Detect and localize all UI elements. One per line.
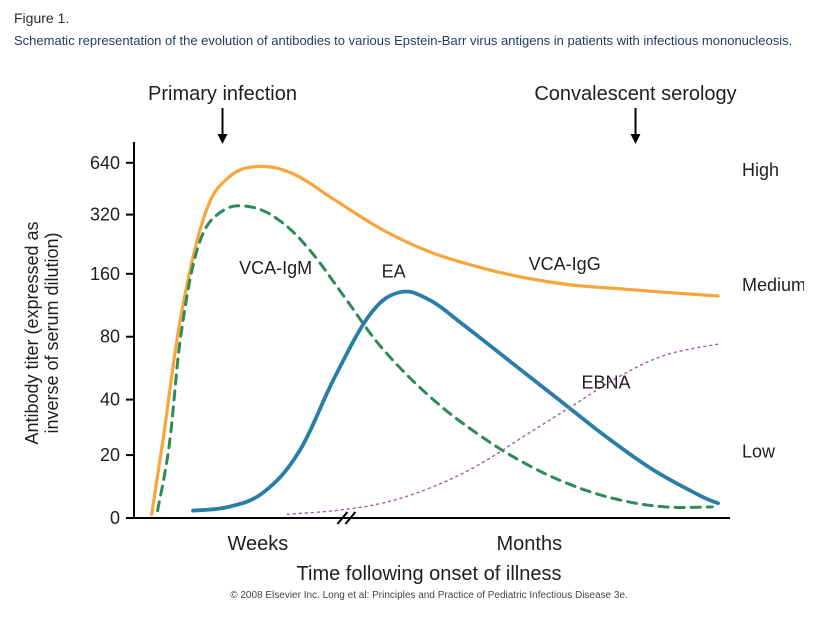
y-tick-label: 160: [90, 263, 120, 283]
y-tick-label: 40: [100, 389, 120, 409]
top-annotation-label: Convalescent serology: [534, 83, 736, 105]
x-axis-label: Time following onset of illness: [297, 563, 562, 585]
right-scale-label: Medium: [742, 274, 804, 294]
y-tick-label: 320: [90, 204, 120, 224]
series-label-ea: EA: [382, 261, 406, 281]
figure-caption: Schematic representation of the evolutio…: [14, 32, 803, 50]
chart-svg: VCA-IgG VCA-IgM EA EBNA 0 20 40 80 160 320 640 Anti…: [14, 58, 804, 618]
right-scale-label: Low: [742, 441, 776, 461]
y-axis-label: Antibody titer (expressed asinverse of s…: [22, 221, 62, 444]
x-segment-label: Weeks: [228, 533, 289, 555]
figure-number: Figure 1.: [14, 10, 803, 26]
antibody-evolution-chart: VCA-IgG VCA-IgM EA EBNA 0 20 40 80 160 320 640 Anti…: [14, 58, 804, 618]
y-tick-label: 640: [90, 152, 120, 172]
y-tick-label: 20: [100, 445, 120, 465]
series-label-vca-igm: VCA-IgM: [239, 257, 312, 277]
y-tick-label: 80: [100, 326, 120, 346]
x-segment-label: Months: [497, 533, 563, 555]
series-label-vca-igg: VCA-IgG: [529, 254, 601, 274]
right-scale-label: High: [742, 160, 779, 180]
top-annotation-label: Primary infection: [148, 83, 297, 105]
series-label-ebna: EBNA: [581, 372, 630, 392]
y-tick-label: 0: [110, 508, 120, 528]
figure-container: Figure 1. Schematic representation of th…: [0, 0, 817, 618]
copyright-text: © 2008 Elsevier Inc. Long et al: Princip…: [230, 590, 628, 601]
